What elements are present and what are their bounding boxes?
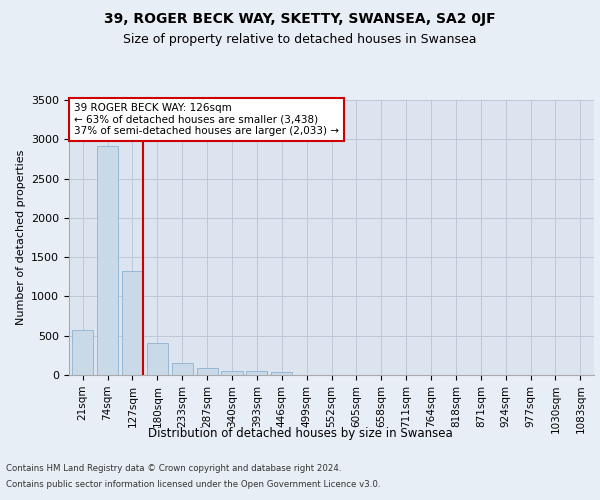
Bar [72, 330, 93, 375]
Text: Size of property relative to detached houses in Swansea: Size of property relative to detached ho… [123, 32, 477, 46]
Bar [147, 343, 168, 375]
Text: Contains public sector information licensed under the Open Government Licence v3: Contains public sector information licen… [6, 480, 380, 489]
Bar [97, 146, 118, 375]
Bar [197, 368, 218, 375]
Text: Contains HM Land Registry data © Crown copyright and database right 2024.: Contains HM Land Registry data © Crown c… [6, 464, 341, 473]
Text: 39, ROGER BECK WAY, SKETTY, SWANSEA, SA2 0JF: 39, ROGER BECK WAY, SKETTY, SWANSEA, SA2… [104, 12, 496, 26]
Bar [246, 372, 268, 375]
Text: Distribution of detached houses by size in Swansea: Distribution of detached houses by size … [148, 428, 452, 440]
Bar [221, 370, 242, 375]
Bar [122, 272, 143, 375]
Text: 39 ROGER BECK WAY: 126sqm
← 63% of detached houses are smaller (3,438)
37% of se: 39 ROGER BECK WAY: 126sqm ← 63% of detac… [74, 103, 339, 136]
Bar [172, 363, 193, 375]
Bar [271, 372, 292, 375]
Y-axis label: Number of detached properties: Number of detached properties [16, 150, 26, 325]
